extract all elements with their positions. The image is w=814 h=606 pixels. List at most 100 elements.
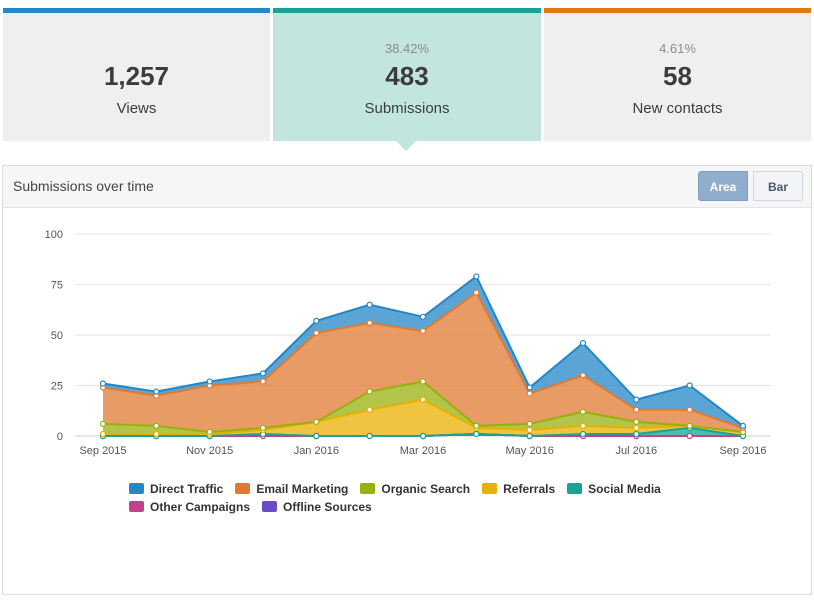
data-point xyxy=(313,418,320,425)
data-point xyxy=(686,406,693,413)
data-point xyxy=(99,380,107,387)
legend-label: Organic Search xyxy=(381,482,471,496)
stat-value: 483 xyxy=(385,61,429,91)
data-point xyxy=(206,378,213,385)
data-point xyxy=(686,432,693,440)
area-email-marketing xyxy=(103,292,743,432)
y-tick-label: 75 xyxy=(51,280,63,292)
legend-item[interactable]: Social Media xyxy=(567,482,661,497)
legend-swatch xyxy=(129,501,144,512)
data-point xyxy=(633,430,640,438)
stat-card-new-contacts[interactable]: 4.61% 58 New contacts xyxy=(544,8,811,141)
y-tick-label: 0 xyxy=(57,431,63,443)
data-point xyxy=(153,430,160,438)
data-point xyxy=(366,301,373,308)
y-tick-label: 100 xyxy=(45,229,63,241)
x-tick-label: Nov 2015 xyxy=(186,445,233,457)
x-tick-label: Sep 2016 xyxy=(719,445,766,457)
x-tick-label: May 2016 xyxy=(506,445,554,457)
legend-label: Other Campaigns xyxy=(150,500,251,514)
data-point xyxy=(313,432,320,440)
data-point xyxy=(419,396,427,403)
x-tick-label: Jul 2016 xyxy=(616,445,658,457)
data-point xyxy=(526,384,533,391)
data-point xyxy=(419,313,427,320)
submissions-chart: 0 25 50 75 100 Sep 2015 Nov 2015 Jan 2016 Mar 20… xyxy=(45,229,771,457)
stat-label: Submissions xyxy=(364,100,450,117)
legend-label: Referrals xyxy=(503,482,556,496)
data-point xyxy=(579,430,587,438)
data-point xyxy=(153,388,160,395)
data-point xyxy=(579,372,587,379)
legend-swatch xyxy=(235,483,251,494)
legend-swatch xyxy=(129,483,144,494)
stat-percent xyxy=(3,41,270,57)
stats-row: 1,257 Views 38.42% 483 Submissions 4.61%… xyxy=(3,8,811,141)
data-point xyxy=(419,327,427,335)
stat-card-views[interactable]: 1,257 Views xyxy=(3,8,270,141)
data-point xyxy=(366,406,373,413)
area-toggle-button[interactable]: Area xyxy=(698,171,748,201)
data-point xyxy=(526,420,533,427)
data-point xyxy=(366,388,373,395)
legend-item[interactable]: Direct Traffic xyxy=(129,482,223,497)
legend-item[interactable]: Email Marketing xyxy=(235,482,348,497)
stat-value: 1,257 xyxy=(103,61,170,91)
area-organic-search xyxy=(103,381,743,434)
data-point xyxy=(686,422,693,429)
data-point xyxy=(739,422,747,429)
legend-item[interactable]: Organic Search xyxy=(360,482,470,497)
legend-item[interactable]: Offline Sources xyxy=(262,500,372,515)
stat-card-submissions[interactable]: 38.42% 483 Submissions xyxy=(273,8,541,141)
bar-toggle-button[interactable]: Bar xyxy=(753,171,803,201)
data-point xyxy=(473,273,480,280)
panel-title: Submissions over time xyxy=(13,178,154,194)
stat-value: 58 xyxy=(663,61,692,91)
data-point xyxy=(313,329,320,337)
data-point xyxy=(633,406,640,413)
data-point xyxy=(473,422,480,429)
data-point xyxy=(419,432,427,440)
data-point xyxy=(579,422,587,429)
data-point xyxy=(313,317,320,324)
legend-swatch xyxy=(360,483,376,494)
data-point xyxy=(633,396,640,403)
x-tick-label: Jan 2016 xyxy=(294,445,339,457)
stat-percent: 4.61% xyxy=(659,41,696,56)
data-point xyxy=(473,289,480,296)
stat-label: New contacts xyxy=(632,100,723,117)
stat-label: Views xyxy=(116,100,157,117)
x-tick-label: Mar 2016 xyxy=(400,445,446,457)
legend-label: Offline Sources xyxy=(283,500,372,514)
legend-swatch xyxy=(262,501,278,512)
data-point xyxy=(473,430,480,438)
data-point xyxy=(579,339,587,347)
legend-label: Email Marketing xyxy=(256,482,349,496)
y-tick-label: 50 xyxy=(51,330,63,342)
chart-legend: Direct Traffic Email Marketing Organic Sea… xyxy=(129,480,729,516)
panel-header: Submissions over time Area Bar xyxy=(3,166,811,208)
data-point xyxy=(259,424,267,432)
x-tick-label: Sep 2015 xyxy=(79,445,126,457)
data-point xyxy=(99,420,107,427)
legend-item[interactable]: Referrals xyxy=(482,482,555,497)
data-point xyxy=(686,382,693,389)
legend-label: Social Media xyxy=(588,482,661,496)
active-card-pointer xyxy=(396,141,416,151)
data-point xyxy=(633,418,640,425)
data-point xyxy=(633,424,640,432)
legend-swatch xyxy=(567,483,583,494)
data-point xyxy=(579,408,587,415)
data-point xyxy=(99,430,107,438)
legend-item[interactable]: Other Campaigns xyxy=(129,500,250,515)
y-tick-label: 25 xyxy=(51,381,63,393)
data-point xyxy=(366,319,373,326)
legend-label: Direct Traffic xyxy=(150,482,224,496)
data-point xyxy=(259,378,267,385)
data-point xyxy=(419,378,427,385)
chart-panel: Submissions over time Area Bar 0 25 50 75 10… xyxy=(2,165,812,595)
data-point xyxy=(153,422,160,429)
data-point xyxy=(526,390,533,397)
data-point xyxy=(526,426,533,434)
data-point xyxy=(206,428,213,436)
